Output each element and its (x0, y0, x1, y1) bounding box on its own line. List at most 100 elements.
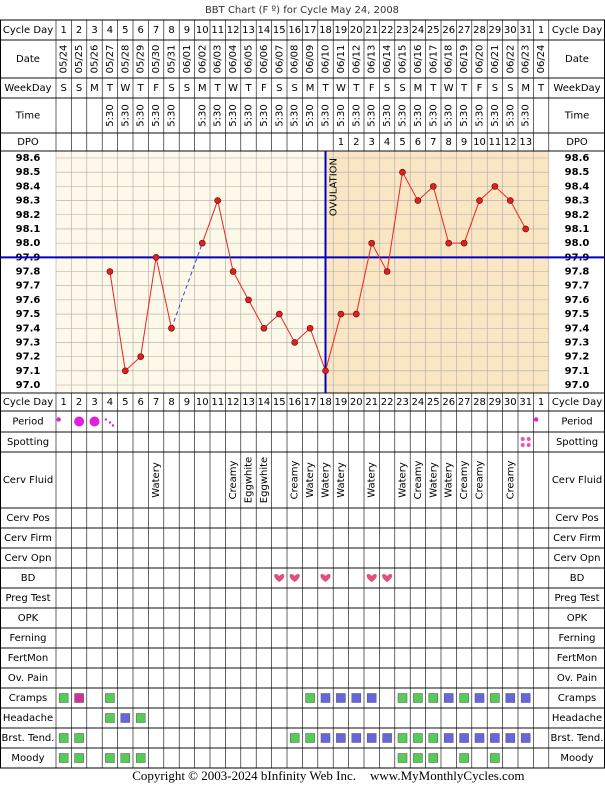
cell-text: S (399, 83, 405, 94)
cell-text: 25 (427, 397, 440, 408)
cell-text: 2 (76, 25, 82, 36)
cell-vtext: Watery (367, 462, 378, 498)
cell-vtext: 06/04 (228, 45, 239, 74)
cell-text: 24 (412, 25, 425, 36)
row-label-right: Cerv Fluid (552, 475, 602, 486)
temp-point (137, 353, 144, 360)
period-mark (89, 416, 100, 427)
row-label: Time (15, 111, 40, 122)
symptom-mark (474, 693, 485, 703)
bd-heart (382, 573, 393, 582)
symptom-mark (413, 693, 423, 703)
temp-line (201, 170, 527, 373)
cell-text: 4 (384, 137, 390, 148)
cell-vtext: Watery (151, 462, 162, 498)
symptom-mark (58, 733, 69, 743)
cell-text: 5 (399, 137, 405, 148)
cell-text: W (336, 83, 346, 94)
cell-text: 6 (415, 137, 421, 148)
temp-point (337, 310, 345, 318)
cell-vtext: 06/20 (475, 45, 486, 74)
cell-vtext: 06/19 (459, 45, 470, 74)
spot-dot (520, 443, 525, 447)
row-label: Headache (3, 713, 53, 724)
row-label-right: Cerv Firm (553, 533, 601, 544)
cell-text: 23 (396, 25, 409, 36)
symptom-mark (459, 693, 469, 703)
cell-vtext: 06/12 (351, 45, 362, 74)
ovulation-label: OVULATION (329, 158, 340, 216)
period-dot (108, 421, 112, 424)
cell-text: S (76, 83, 82, 94)
cell-text: F (477, 83, 483, 94)
cell-text: 17 (304, 25, 317, 36)
cell-text: 1 (538, 397, 544, 408)
symptom-mark (105, 713, 115, 723)
cell-text: 27 (458, 397, 471, 408)
symptom-mark (74, 733, 84, 743)
symptom-mark (105, 753, 115, 763)
y-tick-label-right: 97.6 (565, 295, 590, 306)
cell-text: 31 (519, 397, 532, 408)
cell-text: F (261, 83, 267, 94)
symptom-mark (120, 713, 131, 723)
symptom-mark (289, 733, 300, 743)
cell-text: 13 (242, 397, 255, 408)
y-tick-label-right: 97.3 (565, 337, 590, 348)
row-label: FertMon (8, 653, 48, 664)
site-link[interactable]: www.MyMonthlyCycles.com (370, 768, 524, 783)
symptom-mark (520, 693, 531, 703)
row-label-right: WeekDay (553, 83, 600, 94)
row-label-right: Headache (552, 713, 602, 724)
cell-text: T (321, 83, 329, 94)
cell-text: 12 (504, 137, 517, 148)
symptom-mark (320, 733, 331, 743)
cell-vtext: 5:30 (120, 104, 131, 126)
bd-heart (366, 573, 377, 582)
row-label-right: Date (565, 54, 589, 65)
cell-vtext: 05/25 (74, 45, 85, 74)
cell-vtext: 06/17 (428, 45, 439, 74)
cell-vtext: 5:30 (444, 104, 455, 126)
y-tick-label: 98.0 (16, 238, 41, 249)
cell-text: 22 (381, 397, 394, 408)
spot-dot (526, 443, 531, 447)
cell-text: M (198, 83, 207, 94)
temp-point (429, 183, 437, 190)
row-label: Cycle Day (3, 397, 53, 408)
cell-text: 3 (91, 25, 97, 36)
cell-text: M (521, 83, 530, 94)
cell-vtext: 5:30 (105, 104, 116, 126)
cell-vtext: 5:30 (475, 104, 486, 126)
cell-text: 31 (519, 25, 532, 36)
row-label: Period (12, 417, 43, 428)
cell-vtext: 5:30 (321, 104, 332, 126)
y-tick-label-right: 98.2 (565, 210, 590, 221)
cell-text: 21 (365, 25, 378, 36)
temp-point (506, 197, 514, 204)
cell-vtext: Watery (398, 462, 409, 498)
row-label-right: Cerv Pos (555, 513, 598, 524)
cell-text: T (244, 83, 252, 94)
y-tick-label: 98.2 (16, 210, 41, 221)
cell-vtext: 5:30 (398, 104, 409, 126)
cell-text: 27 (458, 25, 471, 36)
y-tick-label: 97.4 (16, 323, 41, 334)
temp-point (368, 239, 376, 247)
temp-point (414, 197, 422, 204)
cell-vtext: 5:30 (428, 104, 439, 126)
y-tick-label: 97.1 (16, 366, 41, 377)
row-label-right: Spotting (556, 437, 598, 448)
cell-vtext: 5:30 (367, 104, 378, 126)
cell-text: 21 (365, 397, 378, 408)
temp-point (306, 324, 314, 332)
row-label: Cerv Opn (5, 553, 52, 564)
y-tick-label-right: 97.2 (565, 352, 590, 363)
cell-vtext: Watery (444, 462, 455, 498)
cell-vtext: 5:30 (151, 104, 162, 126)
symptom-mark (397, 733, 408, 743)
bd-heart (289, 573, 300, 582)
symptom-mark (305, 693, 315, 703)
symptom-mark (443, 693, 454, 703)
cell-vtext: 06/13 (367, 45, 378, 74)
